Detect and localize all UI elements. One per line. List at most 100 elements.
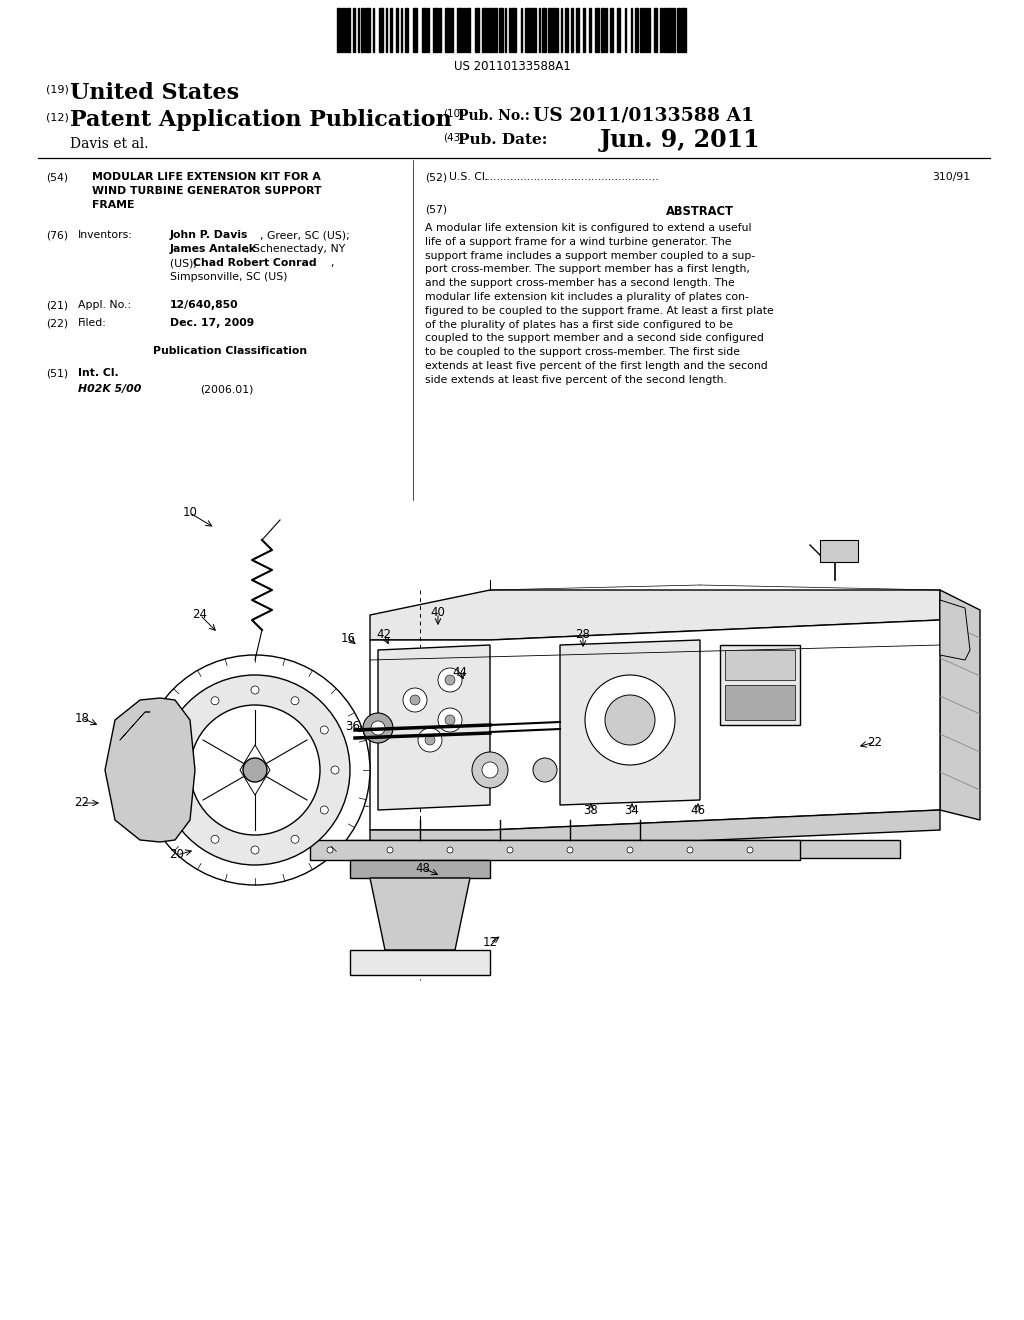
Circle shape bbox=[190, 705, 319, 836]
Bar bbox=[645, 8, 647, 51]
Text: U.S. Cl.: U.S. Cl. bbox=[449, 172, 488, 182]
Bar bbox=[595, 8, 599, 51]
Bar bbox=[635, 8, 638, 51]
Text: extends at least five percent of the first length and the second: extends at least five percent of the fir… bbox=[425, 360, 768, 371]
Circle shape bbox=[362, 713, 393, 743]
Bar bbox=[625, 8, 627, 51]
Text: (52): (52) bbox=[425, 172, 447, 182]
Circle shape bbox=[687, 847, 693, 853]
Text: 46: 46 bbox=[690, 804, 706, 817]
Text: figured to be coupled to the support frame. At least a first plate: figured to be coupled to the support fra… bbox=[425, 306, 774, 315]
Polygon shape bbox=[310, 840, 800, 861]
Text: ....................................................: ........................................… bbox=[484, 172, 659, 182]
Text: (21): (21) bbox=[46, 300, 69, 310]
Text: Int. Cl.: Int. Cl. bbox=[78, 368, 119, 378]
Text: life of a support frame for a wind turbine generator. The: life of a support frame for a wind turbi… bbox=[425, 236, 731, 247]
Bar bbox=[482, 8, 486, 51]
Text: Jun. 9, 2011: Jun. 9, 2011 bbox=[600, 128, 761, 152]
Text: 22: 22 bbox=[75, 796, 89, 809]
Text: side extends at least five percent of the second length.: side extends at least five percent of th… bbox=[425, 375, 727, 385]
Bar bbox=[509, 8, 511, 51]
Bar bbox=[660, 8, 662, 51]
Bar bbox=[353, 8, 354, 51]
Text: support frame includes a support member coupled to a sup-: support frame includes a support member … bbox=[425, 251, 756, 260]
Circle shape bbox=[447, 847, 453, 853]
Bar bbox=[512, 8, 516, 51]
Polygon shape bbox=[350, 861, 490, 878]
Bar bbox=[654, 8, 657, 51]
Text: (2006.01): (2006.01) bbox=[200, 384, 253, 393]
Polygon shape bbox=[370, 810, 940, 850]
Circle shape bbox=[472, 752, 508, 788]
Text: FRAME: FRAME bbox=[92, 201, 134, 210]
Polygon shape bbox=[105, 698, 195, 842]
Circle shape bbox=[627, 847, 633, 853]
Text: (57): (57) bbox=[425, 205, 447, 215]
Bar bbox=[337, 8, 340, 51]
Text: (12): (12) bbox=[46, 112, 69, 121]
Polygon shape bbox=[370, 878, 470, 950]
Text: MODULAR LIFE EXTENSION KIT FOR A: MODULAR LIFE EXTENSION KIT FOR A bbox=[92, 172, 321, 182]
Text: , Greer, SC (US);: , Greer, SC (US); bbox=[260, 230, 350, 240]
Bar bbox=[427, 8, 429, 51]
Circle shape bbox=[211, 697, 219, 705]
Bar bbox=[575, 8, 579, 51]
Circle shape bbox=[438, 708, 462, 733]
Bar bbox=[452, 8, 453, 51]
Text: 12: 12 bbox=[482, 936, 498, 949]
Text: 18: 18 bbox=[75, 711, 89, 725]
Text: 16: 16 bbox=[341, 631, 355, 644]
Bar bbox=[556, 8, 558, 51]
Text: ABSTRACT: ABSTRACT bbox=[666, 205, 734, 218]
Text: of the plurality of plates has a first side configured to be: of the plurality of plates has a first s… bbox=[425, 319, 733, 330]
Text: to be coupled to the support cross-member. The first side: to be coupled to the support cross-membe… bbox=[425, 347, 740, 358]
Text: 40: 40 bbox=[430, 606, 445, 619]
Text: Davis et al.: Davis et al. bbox=[70, 137, 148, 150]
Circle shape bbox=[585, 675, 675, 766]
Text: Pub. No.:: Pub. No.: bbox=[458, 110, 529, 123]
Polygon shape bbox=[940, 601, 970, 660]
Bar bbox=[396, 8, 397, 51]
Text: 24: 24 bbox=[193, 609, 208, 622]
Bar bbox=[390, 8, 392, 51]
Text: 310/91: 310/91 bbox=[932, 172, 970, 182]
Text: (43): (43) bbox=[443, 133, 464, 143]
Bar bbox=[445, 8, 450, 51]
Text: 20: 20 bbox=[170, 849, 184, 862]
Polygon shape bbox=[378, 645, 490, 810]
Text: WIND TURBINE GENERATOR SUPPORT: WIND TURBINE GENERATOR SUPPORT bbox=[92, 186, 322, 195]
Text: 10: 10 bbox=[182, 507, 198, 520]
Circle shape bbox=[331, 766, 339, 774]
Circle shape bbox=[243, 758, 267, 781]
Circle shape bbox=[291, 697, 299, 705]
Text: 22: 22 bbox=[867, 735, 883, 748]
Circle shape bbox=[445, 715, 455, 725]
Circle shape bbox=[403, 688, 427, 711]
Text: (10): (10) bbox=[443, 110, 464, 119]
Bar bbox=[366, 8, 370, 51]
Bar bbox=[667, 8, 671, 51]
Bar bbox=[505, 8, 506, 51]
Text: John P. Davis: John P. Davis bbox=[170, 230, 249, 240]
Circle shape bbox=[321, 726, 329, 734]
Text: United States: United States bbox=[70, 82, 240, 104]
Polygon shape bbox=[560, 640, 700, 805]
Text: Publication Classification: Publication Classification bbox=[153, 346, 307, 356]
Text: (54): (54) bbox=[46, 172, 69, 182]
Text: Chad Robert Conrad: Chad Robert Conrad bbox=[193, 257, 316, 268]
Text: 34: 34 bbox=[625, 804, 639, 817]
Bar bbox=[531, 8, 536, 51]
Text: Simpsonville, SC (US): Simpsonville, SC (US) bbox=[170, 272, 288, 282]
Bar bbox=[379, 8, 383, 51]
Polygon shape bbox=[370, 590, 940, 640]
Bar bbox=[601, 8, 604, 51]
Bar bbox=[725, 685, 795, 719]
Bar bbox=[565, 8, 568, 51]
Text: coupled to the support member and a second side configured: coupled to the support member and a seco… bbox=[425, 334, 764, 343]
Bar bbox=[463, 8, 465, 51]
Text: and the support cross-member has a second length. The: and the support cross-member has a secon… bbox=[425, 279, 735, 288]
Circle shape bbox=[181, 726, 189, 734]
Bar bbox=[495, 8, 498, 51]
Circle shape bbox=[387, 847, 393, 853]
Text: A modular life extension kit is configured to extend a useful: A modular life extension kit is configur… bbox=[425, 223, 752, 234]
